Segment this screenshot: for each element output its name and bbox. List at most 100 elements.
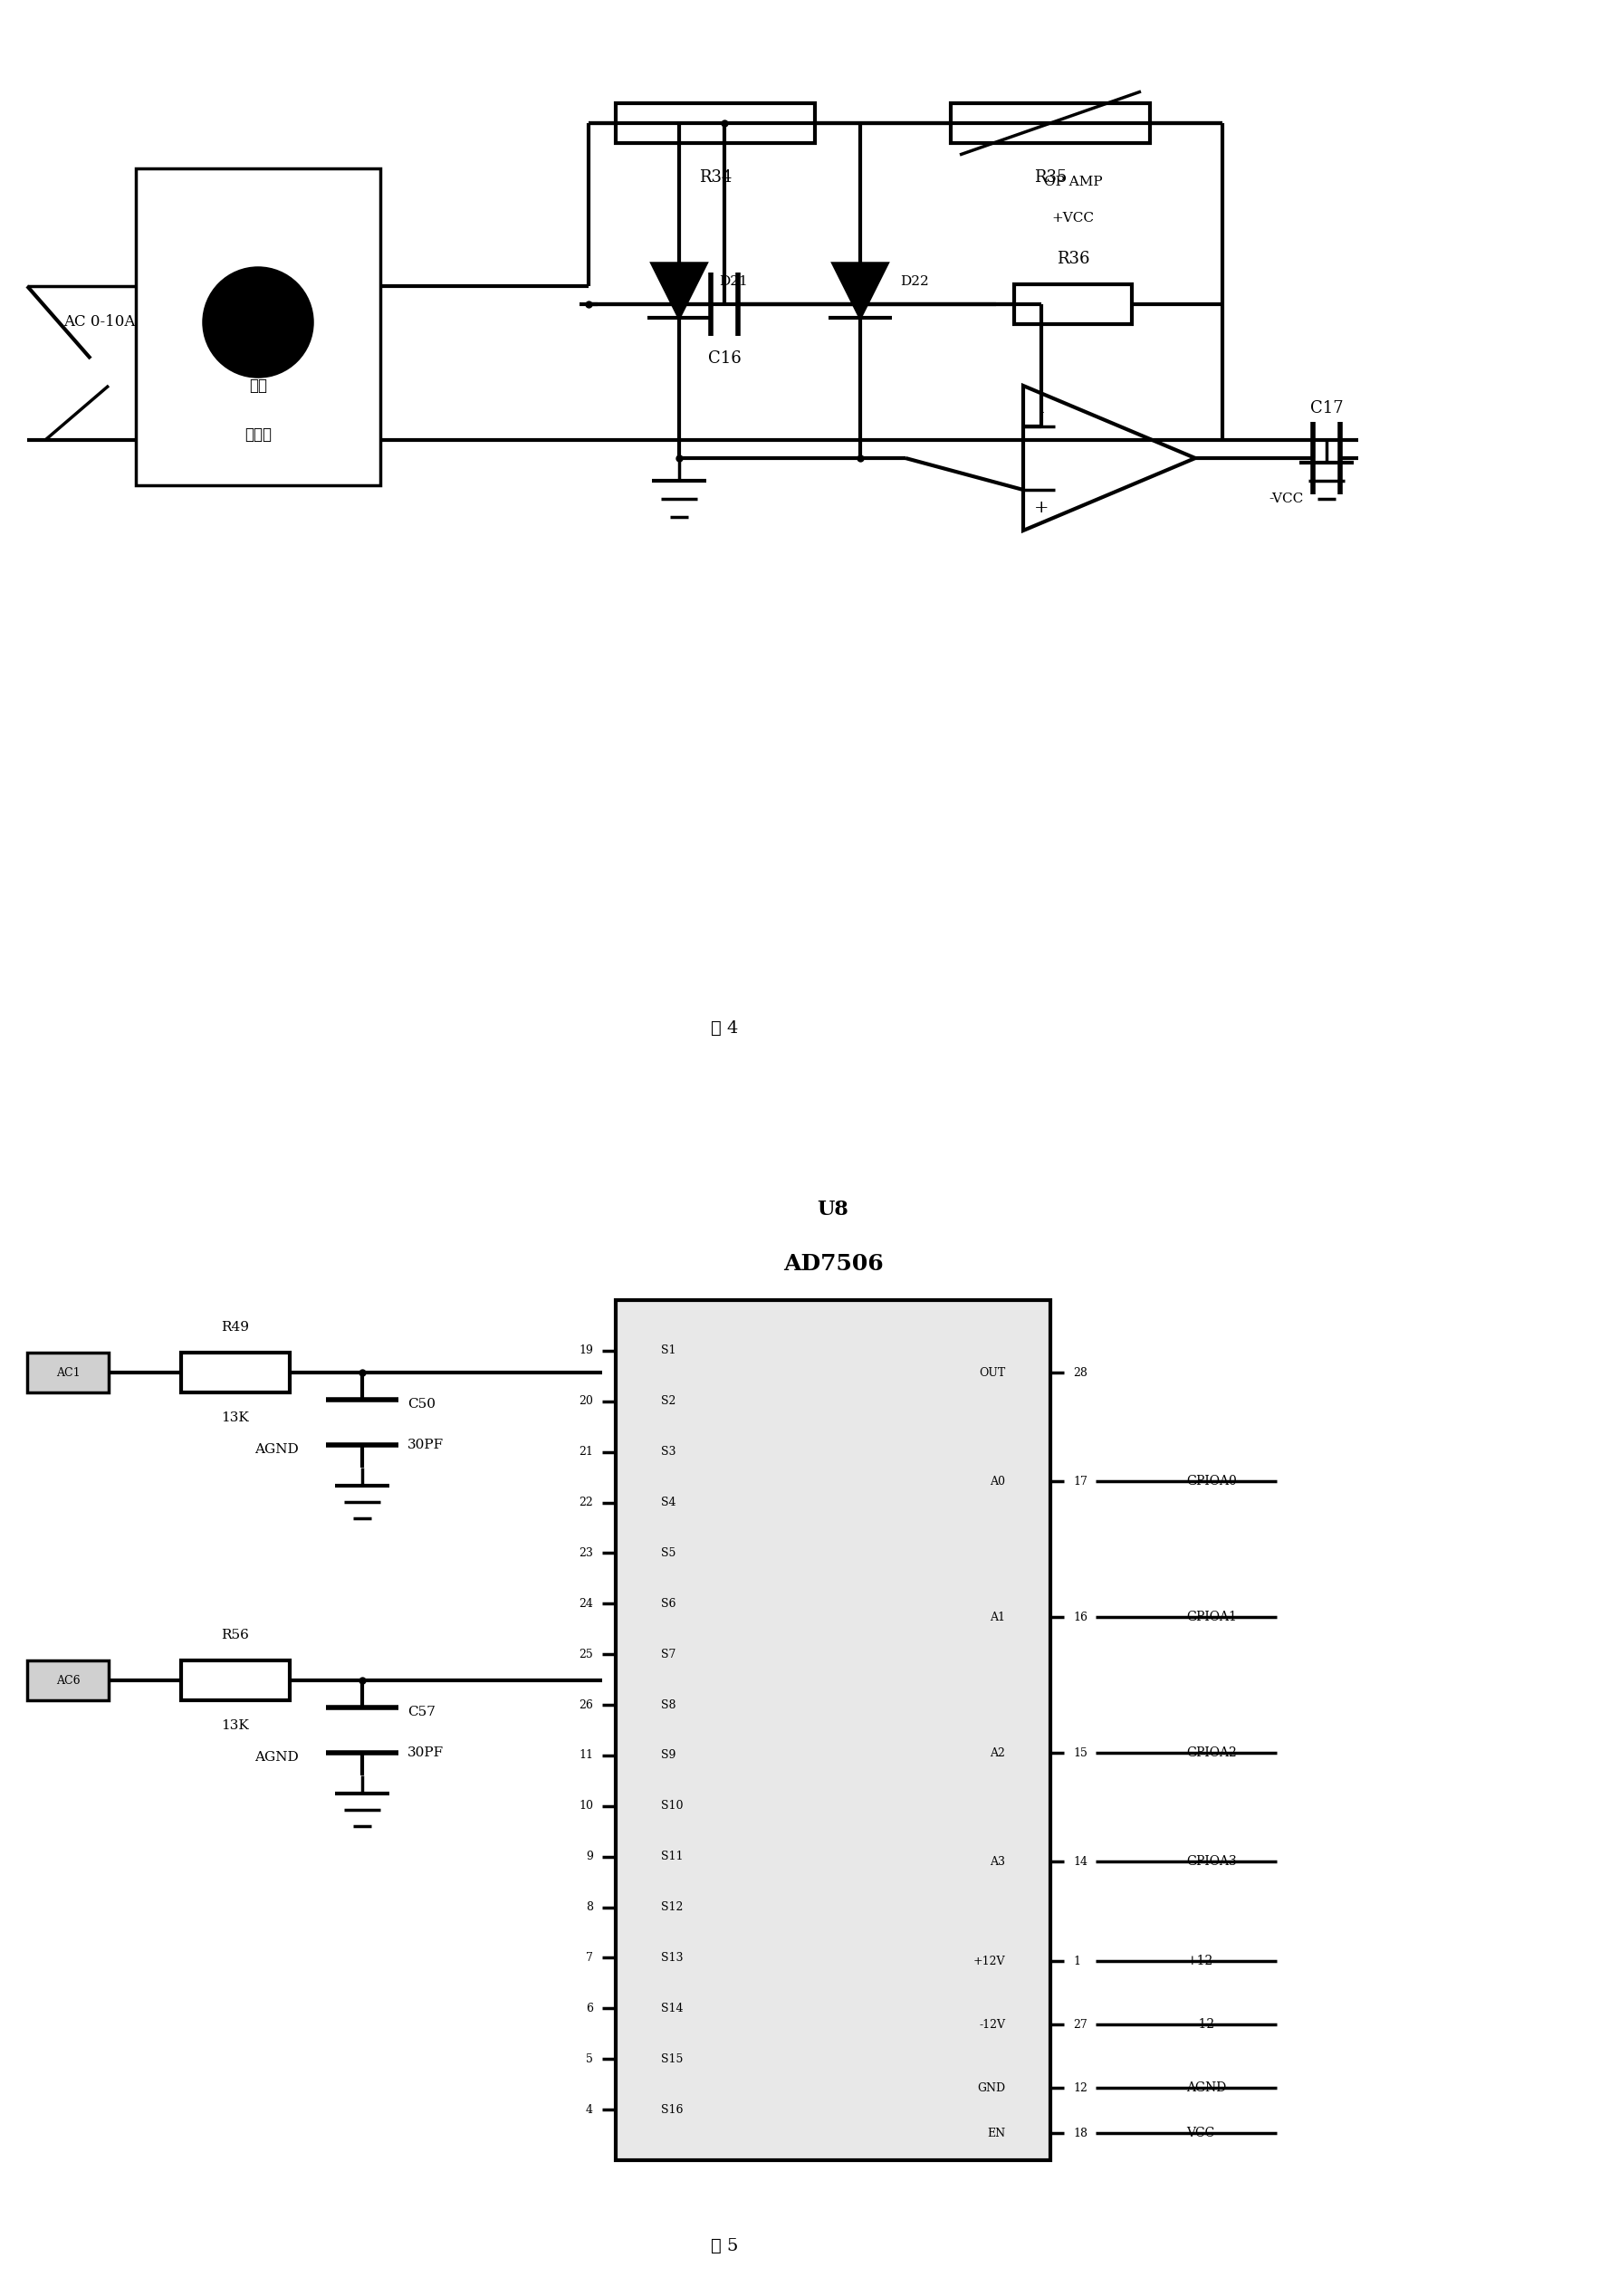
Bar [1014, 285, 1131, 324]
Text: OP AMP: OP AMP [1043, 174, 1102, 188]
Text: S1: S1 [661, 1345, 675, 1357]
Bar [616, 103, 814, 142]
Text: C50: C50 [408, 1398, 435, 1410]
Text: +: + [1034, 501, 1048, 517]
Text: 16: 16 [1074, 1612, 1088, 1623]
Text: -12: -12 [1186, 2018, 1214, 2030]
Text: VCC: VCC [1186, 2126, 1214, 2140]
Text: AGND: AGND [254, 1444, 299, 1456]
Text: +12V: +12V [973, 1956, 1005, 1968]
Text: OUT: OUT [979, 1366, 1005, 1378]
Text: S8: S8 [661, 1699, 675, 1711]
Bar [27, 1660, 109, 1701]
Text: 30PF: 30PF [408, 1440, 443, 1451]
Text: R34: R34 [699, 170, 731, 186]
Text: 6: 6 [586, 2002, 594, 2014]
Text: 19: 19 [579, 1345, 594, 1357]
Bar [616, 1300, 1050, 2161]
Text: 30PF: 30PF [408, 1747, 443, 1759]
Text: AD7506: AD7506 [782, 1254, 883, 1274]
Text: 电流: 电流 [250, 379, 267, 393]
Text: C57: C57 [408, 1706, 435, 1717]
Text: -12V: -12V [979, 2018, 1005, 2030]
Polygon shape [834, 264, 888, 317]
Text: 图 4: 图 4 [710, 1019, 738, 1035]
Text: 22: 22 [579, 1497, 594, 1508]
Text: GPIOA0: GPIOA0 [1186, 1474, 1237, 1488]
Text: 17: 17 [1074, 1476, 1088, 1488]
Text: 27: 27 [1074, 2018, 1088, 2030]
Text: A0: A0 [990, 1476, 1005, 1488]
Text: 10: 10 [579, 1800, 594, 1812]
Text: GPIOA1: GPIOA1 [1186, 1609, 1237, 1623]
Text: 24: 24 [579, 1598, 594, 1609]
Text: -VCC: -VCC [1269, 494, 1302, 505]
Text: AGND: AGND [1186, 2082, 1226, 2094]
Circle shape [203, 269, 312, 377]
Text: S9: S9 [661, 1750, 675, 1761]
Text: GPIOA3: GPIOA3 [1186, 1855, 1237, 1867]
Text: S5: S5 [661, 1548, 675, 1559]
Text: 图 5: 图 5 [710, 2239, 738, 2255]
Text: +12: +12 [1186, 1954, 1213, 1968]
Text: S12: S12 [661, 1901, 683, 1913]
Text: A2: A2 [990, 1747, 1005, 1759]
Text: 25: 25 [579, 1649, 594, 1660]
Bar [181, 1352, 290, 1391]
Text: 4: 4 [586, 2103, 594, 2115]
Text: AC6: AC6 [56, 1674, 80, 1685]
Text: C16: C16 [707, 351, 741, 367]
Bar [181, 1660, 290, 1701]
Text: S16: S16 [661, 2103, 683, 2115]
Text: U8: U8 [818, 1199, 850, 1219]
Text: +VCC: +VCC [1051, 211, 1094, 225]
Text: 7: 7 [586, 1952, 594, 1963]
Bar [27, 1352, 109, 1391]
Text: C17: C17 [1310, 400, 1342, 416]
Text: S2: S2 [661, 1396, 675, 1407]
Text: 28: 28 [1074, 1366, 1088, 1378]
Text: S15: S15 [661, 2053, 683, 2064]
Text: R49: R49 [221, 1320, 250, 1334]
Text: GND: GND [978, 2082, 1005, 2094]
Text: 15: 15 [1074, 1747, 1088, 1759]
Text: 14: 14 [1074, 1855, 1088, 1867]
Text: A1: A1 [990, 1612, 1005, 1623]
Bar [136, 168, 381, 484]
Text: 互感器: 互感器 [245, 427, 272, 443]
Text: 23: 23 [579, 1548, 594, 1559]
Text: S14: S14 [661, 2002, 683, 2014]
Text: 21: 21 [579, 1446, 594, 1458]
Text: 11: 11 [579, 1750, 594, 1761]
Text: S6: S6 [661, 1598, 675, 1609]
Text: S11: S11 [661, 1851, 683, 1862]
Text: R35: R35 [1034, 170, 1067, 186]
Bar [950, 103, 1150, 142]
Text: 13K: 13K [221, 1412, 250, 1424]
Text: 8: 8 [586, 1901, 594, 1913]
Text: AC1: AC1 [56, 1366, 80, 1378]
Text: D22: D22 [901, 276, 930, 287]
Text: 20: 20 [579, 1396, 594, 1407]
Text: S13: S13 [661, 1952, 683, 1963]
Text: 13K: 13K [221, 1720, 250, 1731]
Text: R56: R56 [221, 1628, 250, 1642]
Text: 9: 9 [586, 1851, 594, 1862]
Text: GPIOA2: GPIOA2 [1186, 1747, 1237, 1759]
Text: AGND: AGND [254, 1752, 299, 1763]
Text: AC 0-10A: AC 0-10A [64, 315, 136, 331]
Polygon shape [651, 264, 706, 317]
Text: 26: 26 [579, 1699, 594, 1711]
Text: 12: 12 [1074, 2082, 1088, 2094]
Text: 5: 5 [586, 2053, 594, 2064]
Text: -: - [1038, 404, 1043, 420]
Text: EN: EN [987, 2126, 1005, 2140]
Text: S4: S4 [661, 1497, 675, 1508]
Text: R36: R36 [1056, 250, 1090, 266]
Text: S3: S3 [661, 1446, 675, 1458]
Text: S7: S7 [661, 1649, 675, 1660]
Text: A3: A3 [990, 1855, 1005, 1867]
Text: 18: 18 [1074, 2126, 1088, 2140]
Text: 1: 1 [1074, 1956, 1080, 1968]
Text: D21: D21 [718, 276, 747, 287]
